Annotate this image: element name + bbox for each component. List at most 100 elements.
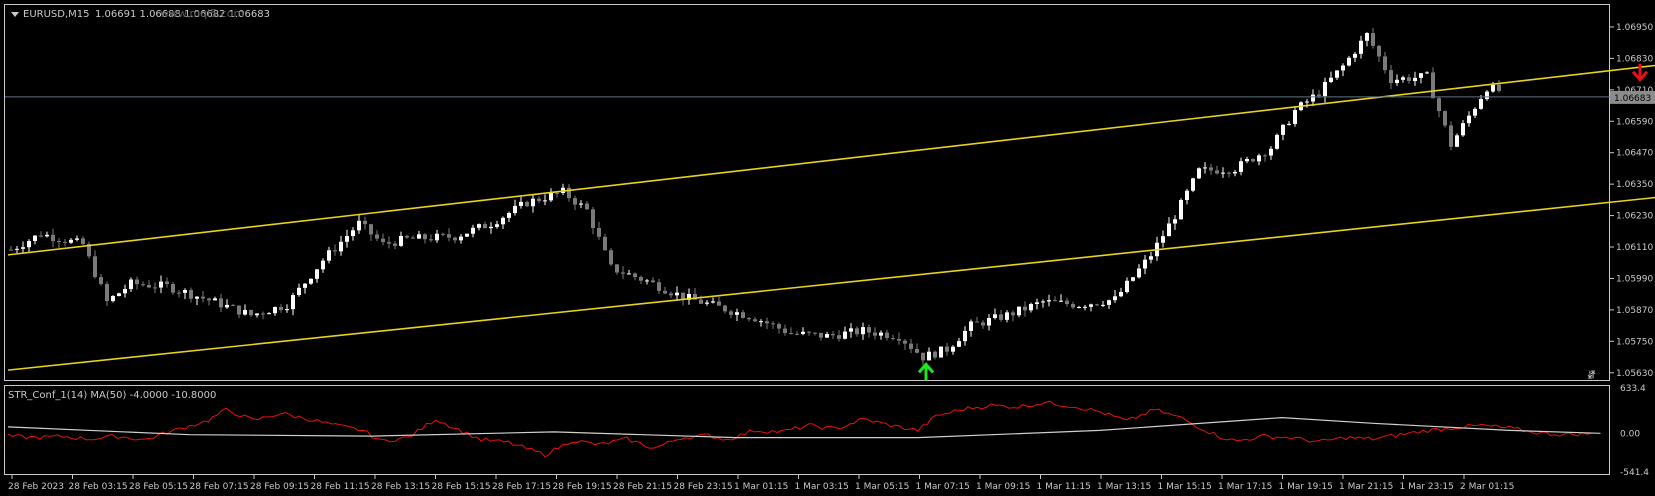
candle — [123, 284, 127, 298]
time-tick-label: 1 Mar 19:15 — [1279, 482, 1333, 492]
candle — [81, 236, 85, 245]
candle — [741, 309, 745, 319]
candle — [639, 275, 643, 285]
candle — [435, 229, 439, 243]
candle — [801, 327, 805, 336]
candle — [159, 275, 163, 294]
time-tick-label: 1 Mar 03:15 — [795, 482, 849, 492]
candle — [315, 269, 319, 283]
time-tick-label: 2 Mar 01:15 — [1460, 482, 1514, 492]
candle — [477, 223, 481, 231]
time-tick-label: 1 Mar 23:15 — [1400, 482, 1454, 492]
candle — [663, 286, 667, 295]
candle — [177, 290, 181, 298]
candle — [1443, 110, 1447, 128]
candle — [1293, 105, 1297, 127]
candle — [171, 281, 175, 295]
candle — [1047, 294, 1051, 307]
candle — [321, 258, 325, 273]
candle — [1113, 290, 1117, 303]
candle — [489, 222, 493, 234]
ma-line — [7, 416, 1601, 439]
candle — [339, 235, 343, 256]
candle — [1455, 133, 1459, 148]
candle — [153, 282, 157, 294]
candle — [363, 216, 367, 230]
candle — [705, 300, 709, 306]
candle — [549, 188, 553, 203]
candle — [495, 220, 499, 229]
signal-arrows — [917, 63, 1649, 381]
candle — [711, 297, 715, 304]
candle — [1125, 277, 1129, 294]
candle — [1137, 264, 1141, 279]
candle — [627, 269, 631, 275]
candle — [759, 319, 763, 327]
candle — [117, 292, 121, 297]
time-tick-label: 28 Feb 09:15 — [250, 482, 309, 492]
candle — [633, 272, 637, 281]
candle — [357, 214, 361, 234]
candle — [411, 235, 415, 239]
candle — [1407, 74, 1411, 84]
candle — [771, 321, 775, 329]
candle — [849, 323, 853, 338]
candle — [1359, 35, 1363, 59]
candle — [213, 296, 217, 301]
candle — [1227, 171, 1231, 178]
candle — [249, 309, 253, 318]
candle — [1053, 296, 1057, 302]
candle — [813, 332, 817, 336]
arrow-down-icon — [1631, 63, 1649, 83]
candle — [237, 305, 241, 319]
candle — [1275, 133, 1279, 150]
candle — [105, 281, 109, 307]
time-tick-label: 1 Mar 07:15 — [916, 482, 970, 492]
candle — [1203, 162, 1207, 174]
candle — [1089, 303, 1093, 312]
triangle-down-icon[interactable] — [11, 12, 19, 17]
candle — [1323, 77, 1327, 103]
candle — [255, 313, 259, 318]
candle — [585, 201, 589, 210]
candle — [267, 312, 271, 315]
candle — [525, 200, 529, 208]
candle — [1365, 32, 1369, 47]
candle — [567, 184, 571, 202]
candle — [327, 246, 331, 264]
time-axis: 28 Feb 2023 28 Feb 03:15 28 Feb 05:15 28 Fe… — [8, 475, 1514, 492]
candle — [1167, 217, 1171, 237]
candle — [423, 233, 427, 244]
shift-icon[interactable]: ↹ — [1585, 370, 1598, 379]
candle — [825, 331, 829, 338]
candle — [51, 228, 55, 248]
candle — [1425, 71, 1429, 75]
candle — [189, 287, 193, 303]
price-tick-label: 1.06350 — [1616, 180, 1653, 190]
candle — [1173, 215, 1177, 230]
candle — [1311, 89, 1315, 107]
candle — [753, 317, 757, 322]
candle — [1377, 44, 1381, 62]
candle — [897, 332, 901, 345]
candle — [1335, 70, 1339, 80]
candle — [591, 206, 595, 235]
candlestick-series — [9, 27, 1501, 366]
candle — [717, 296, 721, 306]
candle — [483, 221, 487, 229]
candle — [1329, 71, 1333, 84]
indicator-tick-label: 0.00 — [1620, 429, 1640, 439]
candle — [1065, 297, 1069, 307]
candle — [291, 292, 295, 316]
candle — [657, 279, 661, 294]
candle — [543, 194, 547, 206]
indicator-series — [7, 400, 1601, 458]
price-tick-label: 1.06710 — [1616, 86, 1653, 96]
candle — [447, 228, 451, 242]
candle — [819, 332, 823, 341]
candle — [183, 288, 187, 300]
candle — [285, 304, 289, 313]
candle — [195, 296, 199, 306]
regression-channel — [7, 64, 1655, 371]
